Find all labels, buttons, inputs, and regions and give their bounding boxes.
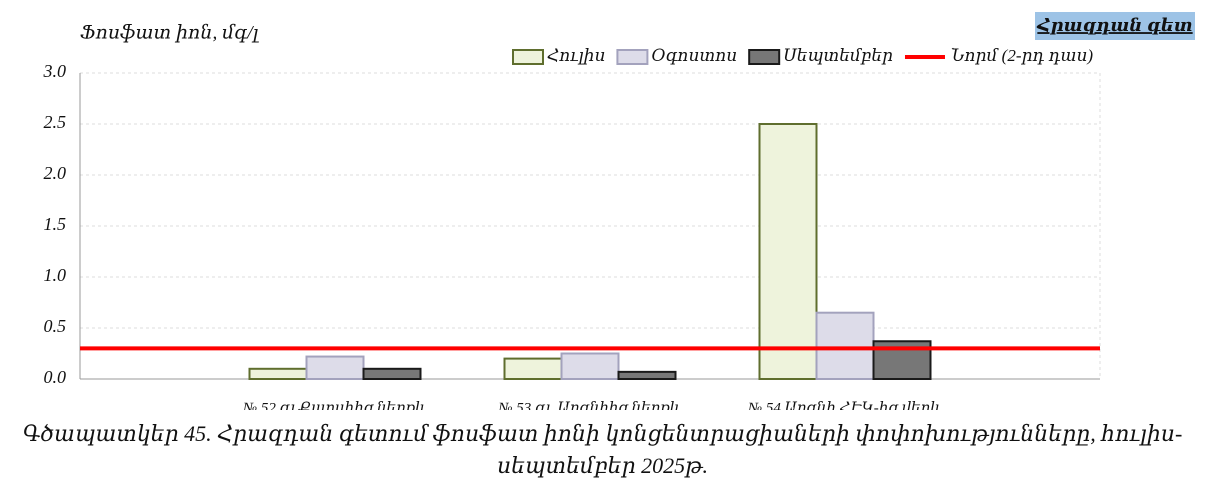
legend-swatch (748, 49, 781, 65)
y-axis-label: Ֆոսֆատ իոն, մգ/լ (80, 22, 260, 43)
bar (305, 355, 365, 380)
y-tick-label: 0.0 (44, 367, 67, 387)
bar (617, 370, 677, 380)
caption: Գծապատկեր 45. Հրազդան գետում ֆոսֆատ իոնի… (22, 421, 1183, 478)
y-tick-label: 2.0 (44, 163, 67, 183)
bar (560, 352, 620, 380)
legend-label: Հուլիս (547, 46, 605, 65)
y-tick-label: 0.5 (44, 316, 67, 336)
title-box (1035, 12, 1195, 40)
y-tick-label: 1.5 (44, 214, 67, 234)
legend-label: Սեպտեմբեր (783, 46, 893, 65)
bar (362, 367, 422, 380)
legend-label: Նորմ (2-րդ դաս) (951, 46, 1093, 65)
y-tick-label: 2.5 (44, 112, 67, 132)
legend-swatch (512, 49, 544, 65)
chart-title: Հրազդան գետ (1036, 15, 1192, 35)
y-tick-label: 1.0 (44, 265, 67, 285)
x-tick-label: № 54 Արզնի ՀԷԿ-ից վերև (747, 400, 942, 410)
bar (248, 367, 308, 380)
x-tick-label: № 53 գյ. Արզնիից ներքև (497, 400, 681, 410)
bar (503, 357, 563, 381)
bar (758, 123, 818, 380)
legend-swatch (616, 49, 649, 65)
chart: Հրազդան գետ Ֆոսֆատ իոն, մգ/լ 0.0 0.5 1.0 1.… (43, 12, 1195, 416)
x-tick-label: № 52 գյ.Քաղսիից ներքև (242, 400, 427, 410)
bar (815, 311, 875, 381)
y-tick-label: 3.0 (43, 61, 67, 81)
legend-label: Օգոստոս (651, 46, 737, 65)
